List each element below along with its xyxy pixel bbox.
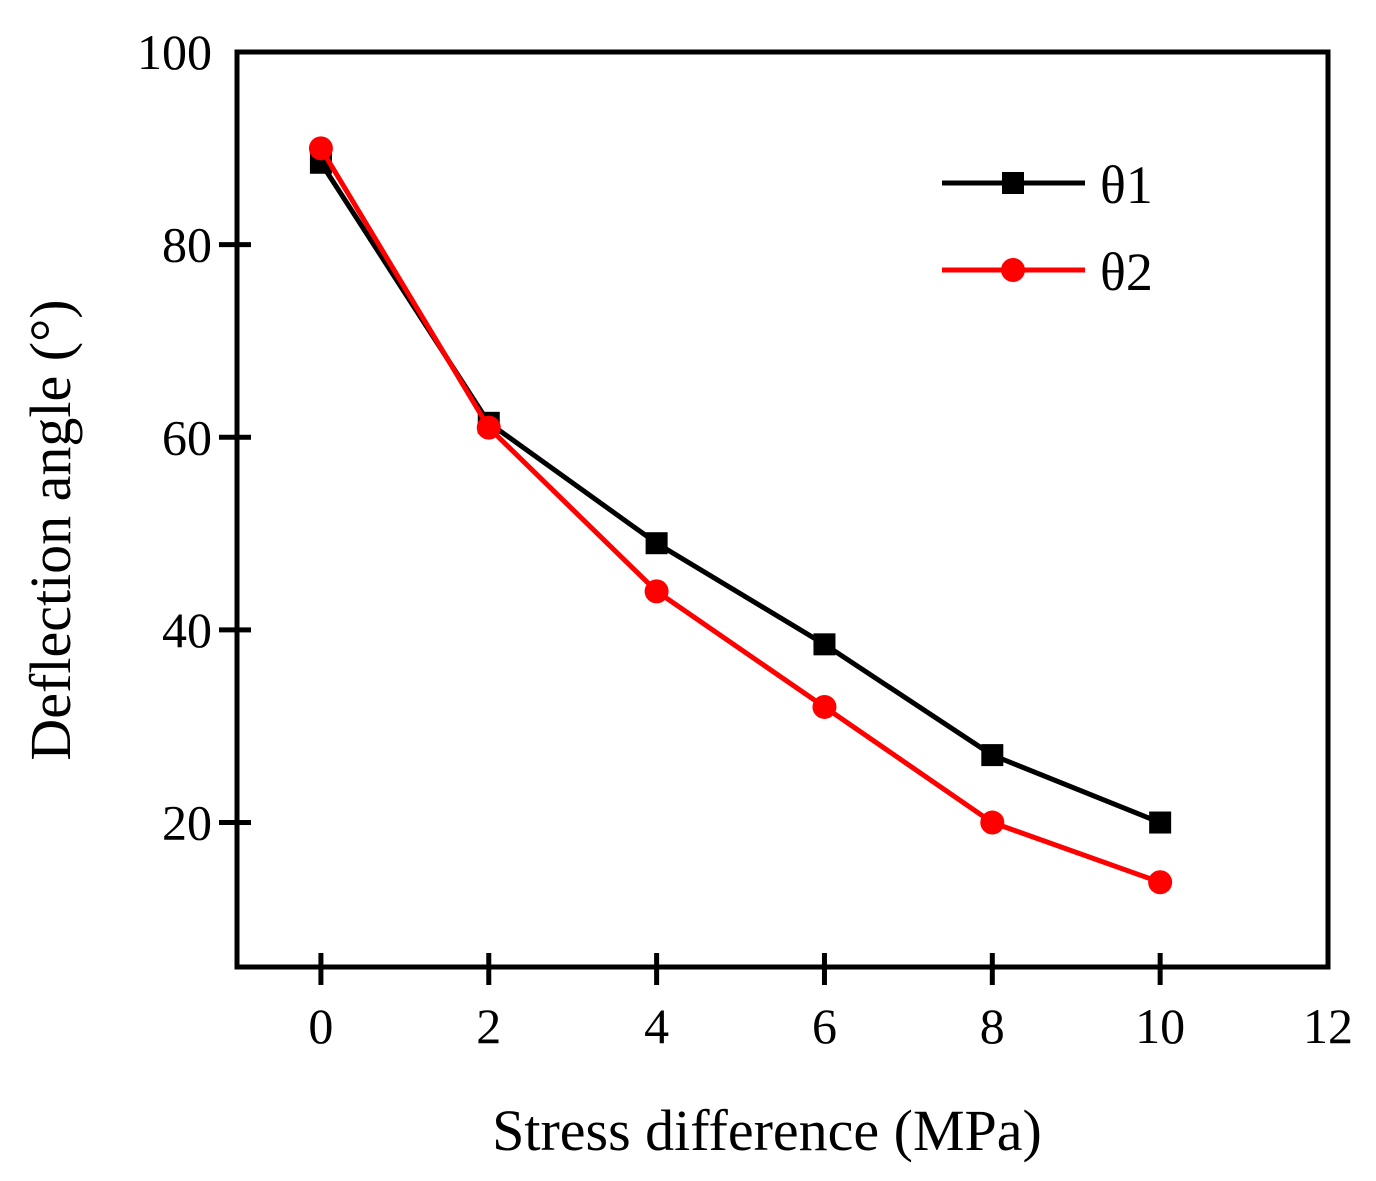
series-1-point [981,744,1004,767]
y-tick-label: 60 [162,409,212,465]
x-tick-label: 0 [308,998,333,1054]
series-2-line [318,147,1161,885]
x-tick-label: 4 [644,998,669,1054]
axis-ticks: 0 2 4 6 8 10 12 20 40 60 80 100 [137,24,1353,1054]
legend-item-2: θ2 [942,242,1153,302]
series-2-point [812,694,837,719]
y-tick-label: 100 [137,24,212,80]
y-axis-title: Deflection angle (°) [18,299,83,760]
y-tick-label: 40 [162,602,212,658]
series-1-point [813,633,836,656]
x-axis-title: Stress difference (MPa) [492,1098,1042,1163]
series-2-point [644,579,669,604]
legend-label: θ2 [1100,242,1153,302]
legend-marker [1001,258,1025,282]
series-1 [309,151,1172,834]
x-tick-label: 6 [812,998,837,1054]
series-2 [308,136,1173,895]
x-tick-label: 12 [1303,998,1353,1054]
series-2-point [980,810,1005,835]
x-tick-label: 8 [980,998,1005,1054]
series-1-line [318,161,1162,825]
y-tick-label: 80 [162,217,212,273]
legend-marker [1002,172,1024,194]
x-tick-label: 2 [476,998,501,1054]
series-layer [308,136,1173,895]
plot-frame [234,49,1331,970]
legend-item-1: θ1 [942,155,1153,215]
series-2-point [308,136,333,161]
series-2-point [1148,870,1173,895]
series-1-point [645,532,668,555]
legend-label: θ1 [1100,155,1153,215]
x-tick-label: 10 [1135,998,1185,1054]
y-tick-label: 20 [162,795,212,851]
series-2-point [476,415,501,440]
series-1-point [1149,811,1172,834]
